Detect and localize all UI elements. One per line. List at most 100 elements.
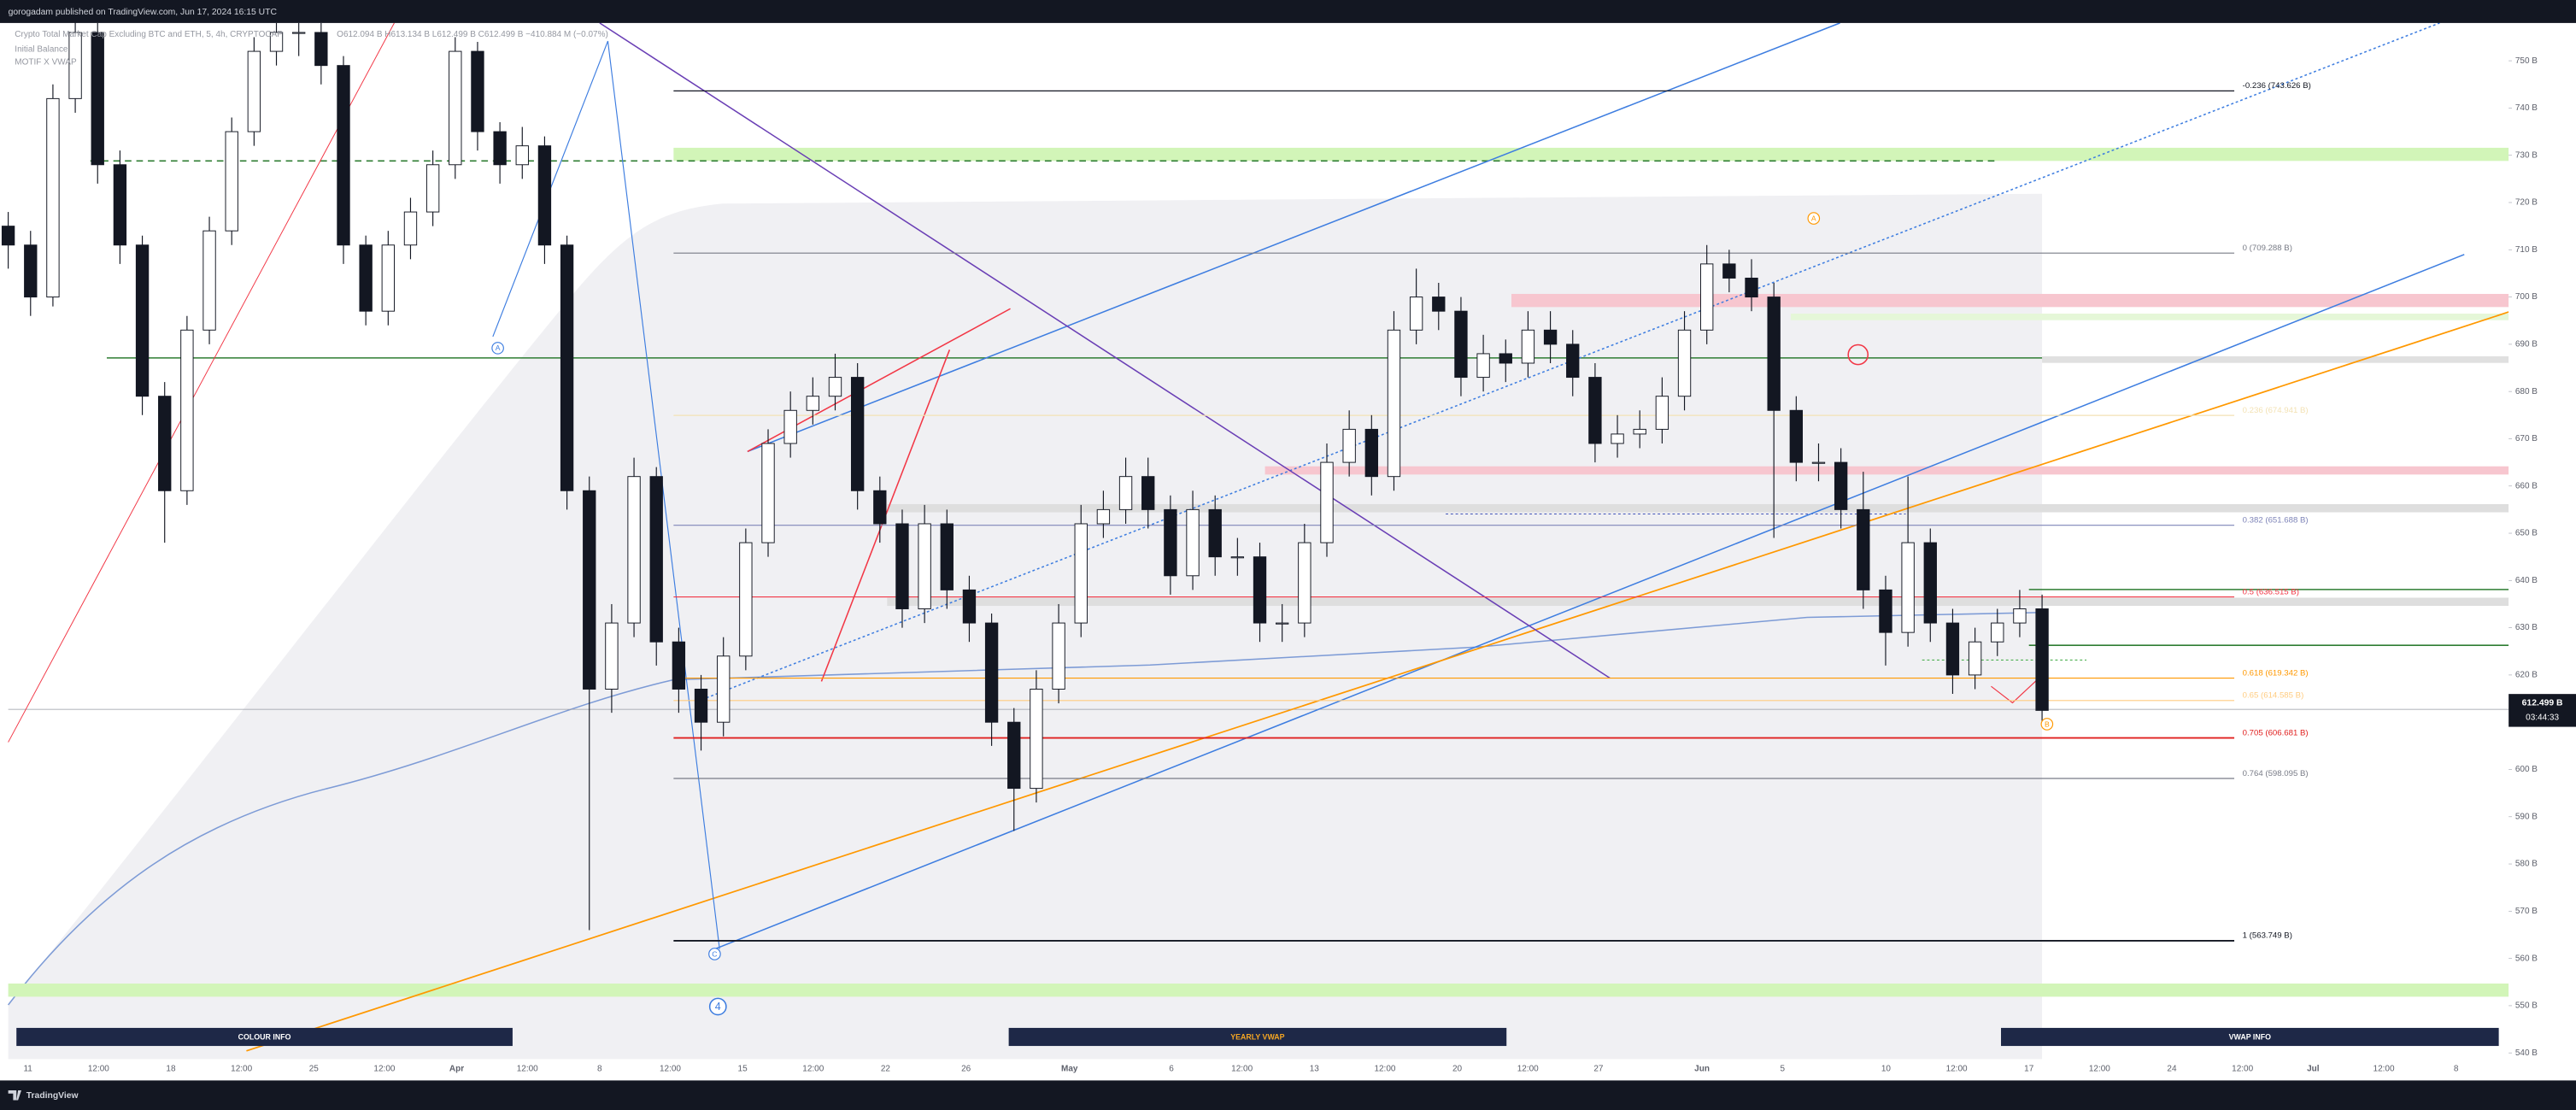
- x-tick-label: 22: [881, 1065, 891, 1074]
- candle-body: [515, 145, 529, 166]
- vwap-band: [8, 193, 2043, 1060]
- candle-body: [1499, 353, 1512, 364]
- candle-body: [649, 476, 663, 643]
- marker: 4: [715, 1001, 721, 1013]
- y-tick-label: 580 B: [2515, 860, 2538, 869]
- y-tick-label: 640 B: [2515, 576, 2538, 585]
- x-tick-label: 8: [597, 1065, 602, 1074]
- candle-body: [806, 396, 820, 411]
- candle-body: [359, 244, 373, 312]
- fib-label: 1 (563.749 B): [2243, 931, 2292, 941]
- y-tick-label: 700 B: [2515, 292, 2538, 302]
- marker: A: [1811, 214, 1816, 222]
- x-tick-label: 12:00: [373, 1065, 395, 1074]
- candle-body: [1923, 542, 1937, 624]
- x-tick-label: 8: [2454, 1065, 2459, 1074]
- zones-part: [8, 984, 2509, 997]
- y-tick-label: 540 B: [2515, 1048, 2538, 1058]
- candle-body: [269, 32, 284, 52]
- x-tick-label: Apr: [449, 1065, 464, 1074]
- x-tick-label: 27: [1593, 1065, 1604, 1074]
- candle-body: [2035, 608, 2049, 711]
- candle-body: [1364, 428, 1378, 478]
- candle-body: [1991, 622, 2004, 643]
- y-tick-label: 660 B: [2515, 481, 2538, 490]
- button-label[interactable]: YEARLY VWAP: [1230, 1032, 1284, 1041]
- button-part[interactable]: [2001, 1027, 2499, 1047]
- trend-lines-part: [599, 22, 1611, 679]
- x-tick-label: 12:00: [1517, 1065, 1539, 1074]
- candle-body: [1677, 329, 1692, 397]
- candle-body: [1253, 556, 1267, 624]
- y-tick-label: 600 B: [2515, 765, 2538, 774]
- y-tick-label: 570 B: [2515, 907, 2538, 916]
- candle-body: [1141, 476, 1155, 510]
- candle-body: [1096, 508, 1111, 525]
- x-tick-label: 24: [2167, 1065, 2177, 1074]
- fib-label: 0.705 (606.681 B): [2243, 728, 2309, 737]
- y-tick-label: 620 B: [2515, 671, 2538, 680]
- candle-body: [1, 226, 15, 246]
- button[interactable]: VWAP INFO: [2001, 1027, 2499, 1047]
- marker-circles-part: [1847, 344, 1869, 366]
- candle-body: [717, 655, 731, 723]
- x-tick-label: 12:00: [2089, 1065, 2110, 1074]
- candle-body: [537, 145, 552, 246]
- last-price-label: 612.499 B: [2522, 698, 2563, 708]
- x-tick-label: 12:00: [517, 1065, 538, 1074]
- candle-body: [1879, 589, 1892, 633]
- candle-body: [1857, 508, 1870, 590]
- x-tick-label: May: [1061, 1065, 1078, 1074]
- candle-body: [783, 409, 797, 444]
- candle-body: [1030, 689, 1043, 790]
- button[interactable]: COLOUR INFO: [16, 1027, 513, 1047]
- candle-body: [1454, 310, 1468, 379]
- x-tick-label: 26: [961, 1065, 971, 1074]
- candle-body: [1118, 476, 1133, 510]
- candle-body: [1007, 721, 1021, 790]
- x-tick-label: 10: [1881, 1065, 1892, 1074]
- legend-indicator: MOTIF X VWAP: [15, 58, 77, 68]
- fib-label: 0.236 (674.941 B): [2243, 406, 2309, 415]
- candle-body: [202, 230, 216, 331]
- candle-body: [1298, 542, 1311, 624]
- candle-body: [1745, 277, 1758, 298]
- fib-label: 0.5 (636.515 B): [2243, 587, 2299, 596]
- x-tick-label: 20: [1452, 1065, 1463, 1074]
- y-tick-label: 670 B: [2515, 434, 2538, 443]
- x-tick-label: 12:00: [2374, 1065, 2395, 1074]
- zones-part: [1790, 314, 2509, 320]
- button-label[interactable]: COLOUR INFO: [238, 1032, 291, 1041]
- candle-body: [1476, 353, 1490, 379]
- candle-body: [225, 131, 238, 232]
- y-tick-label: 590 B: [2515, 812, 2538, 821]
- candle-body: [694, 689, 708, 723]
- candle-body: [471, 50, 484, 132]
- candle-body: [314, 32, 328, 67]
- y-tick-label: 560 B: [2515, 954, 2538, 963]
- candle-body: [135, 244, 150, 397]
- y-tick-label: 720 B: [2515, 198, 2538, 208]
- footer-brand[interactable]: TradingView: [26, 1091, 79, 1101]
- candle-body: [1968, 641, 1982, 676]
- candle-body: [761, 443, 775, 543]
- button[interactable]: YEARLY VWAP: [1008, 1027, 1507, 1047]
- fib-label: 0.382 (651.688 B): [2243, 515, 2309, 525]
- candle-body: [873, 490, 887, 525]
- fib-label: 0.618 (619.342 B): [2243, 668, 2309, 678]
- button-part[interactable]: [1008, 1027, 1507, 1047]
- marker-circles: [491, 212, 2054, 1016]
- button-label[interactable]: VWAP INFO: [2229, 1032, 2272, 1041]
- candle-body: [1901, 542, 1915, 633]
- marker: A: [496, 344, 501, 352]
- footer-bar: [0, 1080, 2576, 1110]
- x-tick-label: 6: [1169, 1065, 1174, 1074]
- x-tick-label: 12:00: [1946, 1065, 1968, 1074]
- candle-body: [158, 396, 172, 491]
- zones: [8, 147, 2509, 997]
- button-part[interactable]: [16, 1027, 513, 1047]
- candle-body: [1722, 263, 1736, 279]
- header-bar: [0, 0, 2576, 23]
- marker-circles-part: [491, 342, 504, 355]
- candle-body: [46, 97, 60, 298]
